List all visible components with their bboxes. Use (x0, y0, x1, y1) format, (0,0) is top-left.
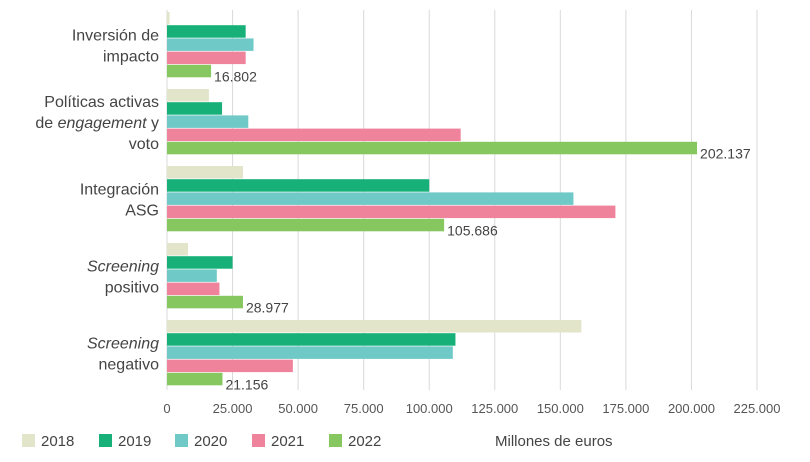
bar-2018 (167, 12, 170, 25)
data-labels: 16.802 202.137 105.686 28.977 21.156 (214, 68, 751, 392)
category-label: ASG (125, 203, 159, 220)
bar-2019 (167, 25, 246, 38)
data-label: 21.156 (225, 376, 268, 392)
bar-2019 (167, 179, 430, 192)
category-label: Screening (87, 336, 159, 353)
x-tick-label: 200.000 (668, 401, 715, 416)
bar-2018 (167, 89, 209, 102)
bar-2018 (167, 243, 188, 256)
legend-swatch-2019 (99, 434, 112, 447)
bar-2022 (167, 372, 223, 386)
data-label: 16.802 (214, 68, 257, 84)
data-label: 105.686 (447, 222, 498, 238)
data-label: 202.137 (700, 145, 751, 161)
x-axis-label: Millones de euros (495, 433, 613, 450)
bar-2020 (167, 269, 217, 282)
bar-2022 (167, 295, 243, 309)
category-label: Políticas activas (44, 94, 159, 111)
bar-2020 (167, 192, 574, 205)
legend-swatch-2022 (329, 434, 342, 447)
category-label: Screening (87, 259, 159, 276)
data-label: 28.977 (246, 299, 289, 315)
legend-swatch-2021 (252, 434, 265, 447)
bar-2020 (167, 115, 249, 128)
x-tick-label: 225.000 (734, 401, 781, 416)
bar-2018 (167, 320, 582, 333)
x-tick-label: 150.000 (537, 401, 584, 416)
bar-2022 (167, 141, 698, 155)
bar-2021 (167, 359, 293, 373)
x-tick-label: 0 (163, 401, 170, 416)
bar-2019 (167, 102, 223, 115)
bar-2020 (167, 346, 453, 359)
x-tick-labels: 0 25.000 50.000 75.000 100.000 125.000 150.000… (163, 401, 780, 416)
legend-label-2018: 2018 (41, 433, 74, 450)
x-tick-label: 125.000 (471, 401, 518, 416)
category-label: voto (129, 136, 159, 153)
category-label: positivo (105, 280, 159, 297)
bar-2021 (167, 128, 461, 142)
bar-2019 (167, 333, 456, 346)
bar-2021 (167, 205, 616, 219)
x-tick-label: 100.000 (406, 401, 453, 416)
bar-2018 (167, 166, 244, 179)
category-label: de engagement y (35, 115, 159, 132)
bar-2020 (167, 38, 254, 51)
category-label: Inversión de (72, 28, 159, 45)
x-tick-label: 75.000 (344, 401, 384, 416)
category-label: impacto (103, 49, 159, 66)
bar-2022 (167, 218, 445, 232)
legend-label-2020: 2020 (194, 433, 227, 450)
bar-2022 (167, 64, 212, 78)
legend-label-2021: 2021 (271, 433, 304, 450)
x-tick-label: 175.000 (602, 401, 649, 416)
legend-label-2022: 2022 (348, 433, 381, 450)
bar-2021 (167, 51, 246, 65)
category-labels: Inversión de impacto Políticas activas de e… (35, 28, 159, 374)
legend: 2018 2019 2020 2021 2022 (22, 433, 381, 450)
legend-swatch-2018 (22, 434, 35, 447)
legend-swatch-2020 (175, 434, 188, 447)
category-label: negativo (99, 357, 160, 374)
x-tick-label: 25.000 (213, 401, 253, 416)
x-tick-label: 50.000 (278, 401, 318, 416)
legend-label-2019: 2019 (118, 433, 151, 450)
bar-2021 (167, 282, 220, 296)
category-label: Integración (80, 182, 159, 199)
bars (167, 12, 698, 386)
bar-2019 (167, 256, 233, 269)
